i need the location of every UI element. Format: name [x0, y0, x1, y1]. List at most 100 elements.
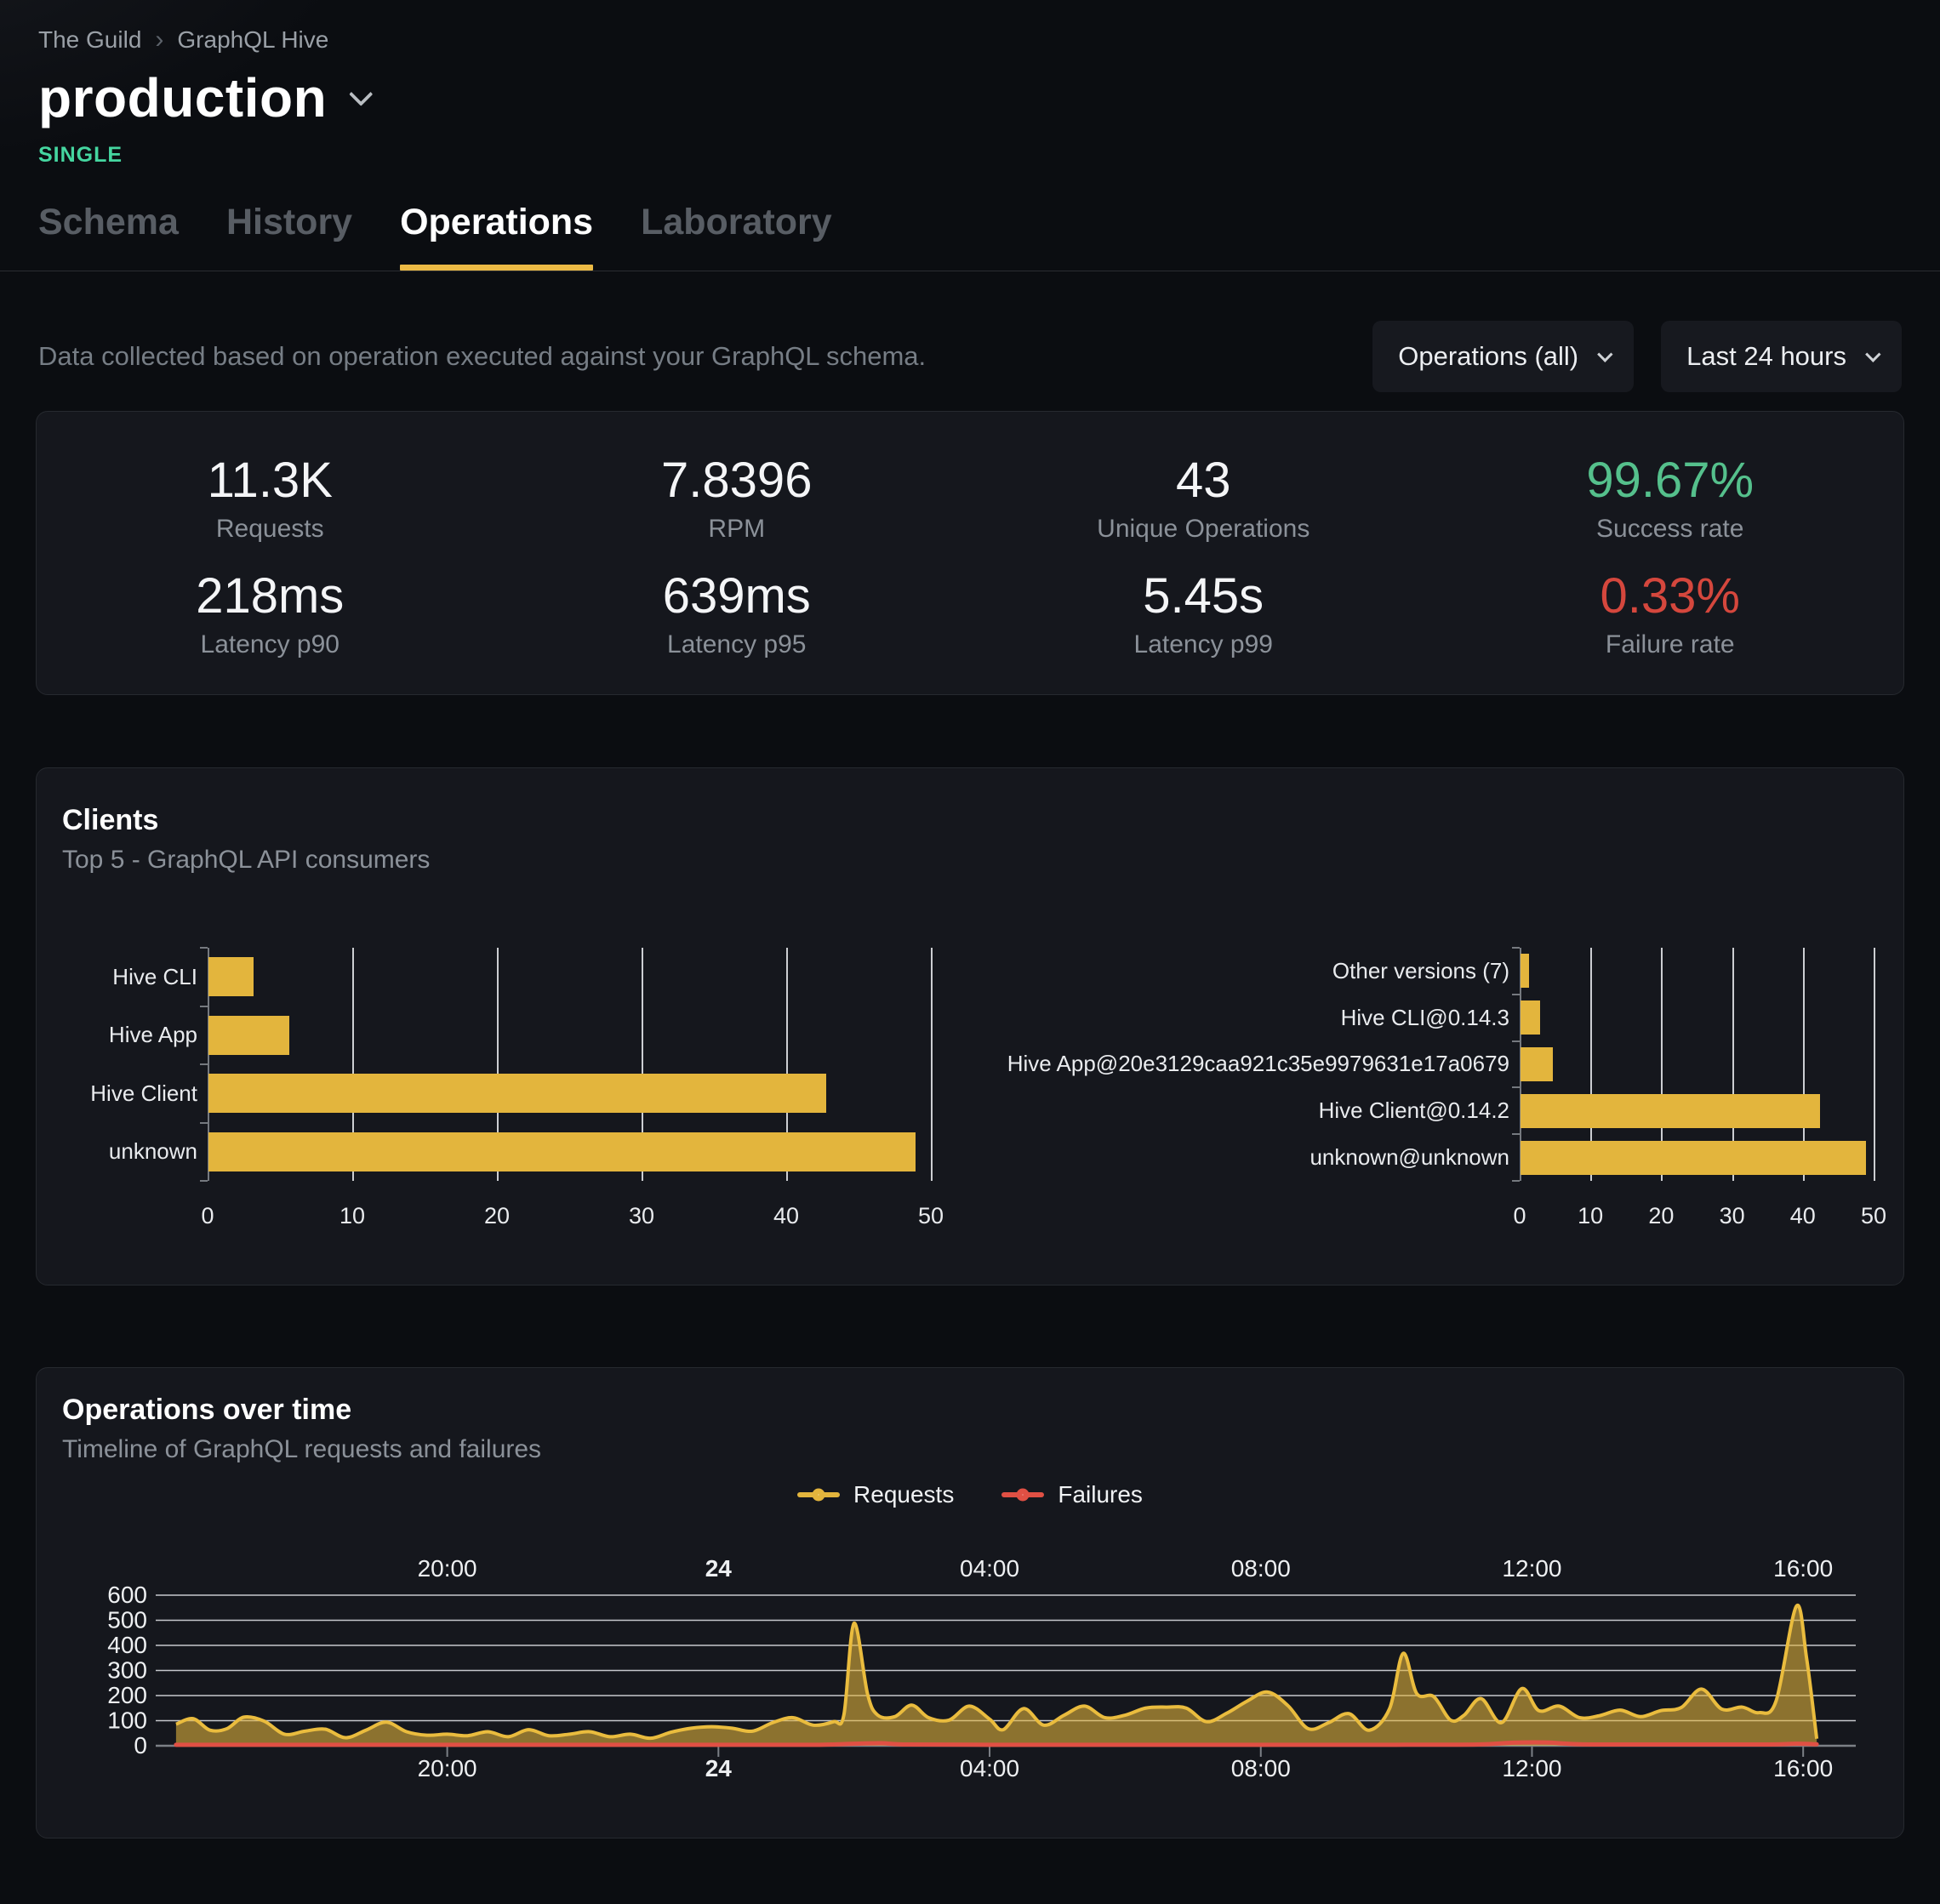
chevron-down-icon — [1597, 345, 1613, 362]
timeline-legend: Requests Failures — [62, 1481, 1878, 1508]
axis-tick — [1512, 1133, 1520, 1136]
x-axis-bottom-label: 12:00 — [1502, 1755, 1561, 1781]
breadcrumb-project[interactable]: GraphQL Hive — [177, 26, 329, 53]
failures-line — [174, 1740, 1819, 1747]
stat-latency-p90: 218ms Latency p90 — [37, 568, 504, 660]
stat-value: 5.45s — [1143, 568, 1264, 624]
bar-category-label: Hive App — [108, 1022, 197, 1048]
legend-item-failures[interactable]: Failures — [1001, 1481, 1143, 1508]
y-axis-tick-label: 300 — [107, 1657, 147, 1684]
stat-requests: 11.3K Requests — [37, 453, 504, 544]
bar-unknown — [208, 1132, 916, 1171]
clients-charts-area: Hive CLI Hive App Hive Client unknown 0 10 20 3… — [62, 922, 1886, 1297]
requests-area — [175, 1605, 1817, 1746]
breadcrumb-org[interactable]: The Guild — [38, 26, 142, 53]
stat-label: Success rate — [1596, 515, 1744, 543]
y-axis-line — [208, 948, 209, 1181]
bar-hive-client-0-14-2 — [1521, 1093, 1820, 1128]
bar-hive-cli — [208, 957, 254, 997]
stat-value: 43 — [1175, 453, 1231, 508]
bar-category-label: Hive App@20e3129caa921c35e9979631e17a067… — [1007, 1051, 1509, 1077]
stat-latency-p95: 639ms Latency p95 — [504, 568, 971, 660]
x-axis-tick-label: 20 — [483, 1203, 511, 1228]
bar-category-label: Hive Client@0.14.2 — [1318, 1097, 1509, 1124]
tab-history[interactable]: History — [225, 202, 353, 242]
stat-unique-operations: 43 Unique Operations — [970, 453, 1437, 544]
tab-bar: Schema History Operations Laboratory — [0, 202, 1940, 271]
page-description: Data collected based on operation execut… — [38, 341, 927, 371]
x-axis-bottom-label: 20:00 — [418, 1755, 477, 1781]
clients-bar-chart: Hive CLI Hive App Hive Client unknown 0 10 20 3… — [62, 947, 944, 1232]
x-axis-bottom-label: 08:00 — [1231, 1755, 1291, 1781]
axis-tick — [200, 1121, 208, 1124]
tab-operations[interactable]: Operations — [400, 202, 594, 271]
y-axis-tick-label: 600 — [107, 1582, 147, 1608]
bar-hive-app — [208, 1015, 290, 1055]
x-axis-top-label: 24 — [705, 1555, 733, 1582]
breadcrumb-separator-icon: › — [155, 26, 164, 54]
toolbar: Data collected based on operation execut… — [0, 321, 1940, 392]
axis-tick — [1512, 947, 1520, 949]
stat-value: 218ms — [196, 568, 345, 624]
axis-tick — [200, 1063, 208, 1065]
gridline — [352, 948, 354, 1181]
chevron-down-icon[interactable] — [349, 82, 374, 106]
target-type-badge: SINGLE — [38, 143, 123, 167]
tab-schema[interactable]: Schema — [38, 202, 179, 242]
stat-label: Failure rate — [1605, 630, 1735, 658]
stat-value: 7.8396 — [661, 453, 813, 508]
bar-category-label: unknown@unknown — [1310, 1144, 1509, 1171]
gridline — [1590, 948, 1593, 1181]
y-axis-tick-label: 400 — [107, 1632, 147, 1658]
stat-label: Unique Operations — [1097, 515, 1310, 543]
y-axis-tick-label: 100 — [107, 1707, 147, 1734]
bar-hive-app-20e3129caa921c35e9979631e17a0679 — [1521, 1047, 1554, 1081]
gridline — [931, 948, 933, 1181]
gridline — [1661, 948, 1663, 1181]
stat-value: 639ms — [662, 568, 811, 624]
legend-item-requests[interactable]: Requests — [797, 1481, 954, 1508]
operations-filter-dropdown[interactable]: Operations (all) — [1372, 321, 1635, 392]
x-axis-bottom-label: 16:00 — [1773, 1755, 1833, 1781]
chevron-down-icon — [1865, 345, 1881, 362]
x-axis-tick-label: 30 — [628, 1203, 655, 1228]
stats-card: 11.3K Requests 7.8396 RPM 43 Unique Operation… — [36, 411, 1904, 695]
stat-failure-rate: 0.33% Failure rate — [1437, 568, 1904, 660]
stat-success-rate: 99.67% Success rate — [1437, 453, 1904, 544]
x-axis-top-label: 12:00 — [1502, 1555, 1561, 1582]
page-title: production — [38, 67, 328, 128]
axis-tick — [1512, 1180, 1520, 1182]
axis-tick — [1512, 993, 1520, 995]
stat-label: Latency p99 — [1133, 630, 1273, 658]
stat-value: 11.3K — [207, 453, 333, 508]
stat-label: Requests — [215, 515, 324, 543]
gridline — [1874, 948, 1875, 1181]
time-range-label: Last 24 hours — [1686, 341, 1846, 371]
requests-line-icon — [797, 1488, 841, 1502]
stat-label: Latency p90 — [200, 630, 340, 658]
x-axis-bottom-label: 04:00 — [960, 1755, 1019, 1781]
x-axis-tick-label: 30 — [1719, 1203, 1745, 1228]
axis-tick — [1512, 1040, 1520, 1042]
bar-category-label: Hive CLI — [112, 963, 197, 989]
gridline — [1732, 948, 1734, 1181]
x-axis-bottom-label: 24 — [705, 1755, 733, 1781]
stat-label: RPM — [708, 515, 766, 543]
page-header: The Guild › GraphQL Hive production SING… — [0, 0, 1940, 168]
x-axis-tick-label: 0 — [1513, 1203, 1526, 1228]
bar-hive-client — [208, 1074, 826, 1114]
axis-tick — [1512, 1086, 1520, 1089]
x-axis-tick-label: 40 — [773, 1203, 800, 1228]
tab-laboratory[interactable]: Laboratory — [641, 202, 832, 242]
time-range-dropdown[interactable]: Last 24 hours — [1661, 321, 1902, 392]
bar-category-label: unknown — [108, 1138, 197, 1165]
y-axis-tick-label: 500 — [107, 1607, 147, 1633]
operations-card-subtitle: Timeline of GraphQL requests and failure… — [62, 1435, 542, 1463]
clients-card: Clients Top 5 - GraphQL API consumers Hi… — [36, 767, 1904, 1285]
bar-category-label: Hive CLI@0.14.3 — [1340, 1004, 1509, 1030]
breadcrumb: The Guild › GraphQL Hive — [38, 26, 1902, 54]
axis-tick — [200, 1180, 208, 1182]
stats-grid: 11.3K Requests 7.8396 RPM 43 Unique Operation… — [37, 453, 1903, 660]
gridline — [642, 948, 643, 1181]
